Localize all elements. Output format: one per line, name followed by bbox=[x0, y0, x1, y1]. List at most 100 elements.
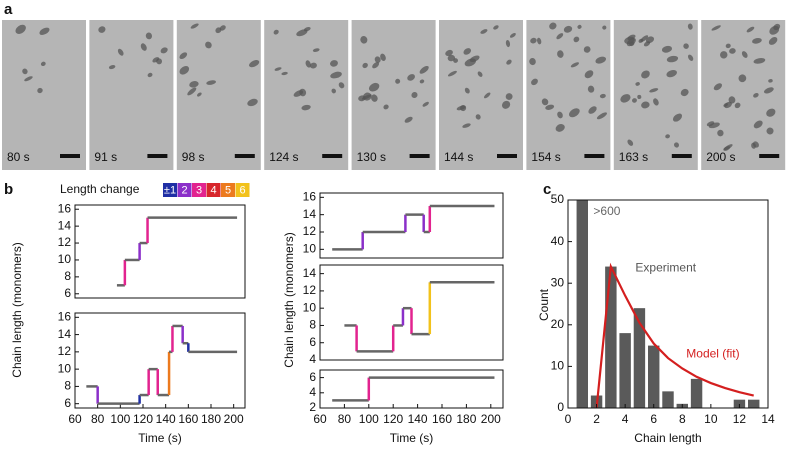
crystal bbox=[117, 48, 124, 56]
crystal bbox=[330, 71, 342, 79]
crystal bbox=[569, 108, 580, 118]
legend-label: ±1 bbox=[164, 184, 176, 196]
legend-label: 2 bbox=[181, 184, 187, 196]
crystal bbox=[24, 76, 33, 82]
crystal bbox=[152, 57, 160, 63]
scale-bar bbox=[759, 154, 780, 158]
y-tick-label: 6 bbox=[309, 335, 316, 349]
micrograph bbox=[264, 20, 349, 170]
crystal bbox=[309, 62, 317, 69]
legend-swatch bbox=[235, 183, 250, 197]
crystal bbox=[641, 101, 650, 109]
crystal bbox=[653, 98, 659, 106]
crystal bbox=[557, 111, 563, 119]
bar bbox=[576, 200, 588, 408]
plot-frame bbox=[319, 192, 504, 259]
x-tick-label: 10 bbox=[704, 412, 718, 426]
crystal bbox=[595, 56, 607, 64]
timestamp: 80 s bbox=[7, 150, 30, 164]
crystal bbox=[763, 87, 774, 94]
scale-bar bbox=[147, 154, 168, 158]
crystal bbox=[140, 43, 147, 51]
crystal bbox=[360, 36, 368, 44]
micrograph bbox=[2, 20, 86, 170]
legend-swatch bbox=[206, 183, 221, 197]
crystal bbox=[530, 37, 537, 44]
crystal bbox=[179, 66, 190, 75]
y-tick-label: 4 bbox=[309, 352, 316, 366]
micrograph bbox=[89, 20, 174, 170]
crystal bbox=[587, 85, 595, 93]
x-tick-label: 140 bbox=[408, 412, 428, 426]
crystal bbox=[419, 79, 425, 84]
x-tick-label: 12 bbox=[733, 412, 747, 426]
crystal bbox=[725, 43, 731, 49]
crystal bbox=[529, 57, 536, 66]
scale-bar bbox=[671, 154, 692, 158]
crystal bbox=[728, 96, 736, 104]
crystal bbox=[768, 79, 773, 83]
crystal bbox=[395, 78, 401, 84]
y-tick-label: 14 bbox=[303, 207, 317, 221]
y-axis-label: Chain length (monomers) bbox=[282, 232, 296, 367]
crystal bbox=[753, 120, 763, 129]
crystal bbox=[477, 71, 483, 77]
x-tick-label: 120 bbox=[133, 412, 153, 426]
bar bbox=[605, 266, 617, 408]
timestamp: 200 s bbox=[706, 150, 735, 164]
crystal bbox=[706, 121, 715, 127]
crystal bbox=[493, 25, 499, 30]
crystal bbox=[683, 43, 689, 49]
y-tick-label: 6 bbox=[309, 370, 316, 384]
x-tick-label: 160 bbox=[178, 412, 198, 426]
crystal bbox=[305, 60, 311, 68]
crystal bbox=[371, 94, 378, 102]
y-tick-label: 8 bbox=[64, 269, 71, 283]
crystal bbox=[602, 25, 607, 30]
crystal bbox=[197, 92, 202, 97]
scale-bar bbox=[497, 154, 517, 158]
crystal bbox=[599, 93, 606, 99]
crystal bbox=[556, 33, 564, 40]
crystal bbox=[374, 56, 381, 63]
y-tick-label: 16 bbox=[303, 190, 317, 204]
crystal bbox=[419, 65, 429, 74]
crystal bbox=[445, 49, 453, 57]
y-tick-label: 6 bbox=[64, 396, 71, 410]
x-tick-label: 60 bbox=[313, 412, 327, 426]
crystal bbox=[687, 23, 693, 30]
crystal bbox=[649, 88, 659, 93]
crystal bbox=[620, 94, 631, 103]
bar bbox=[690, 378, 703, 408]
crystal bbox=[383, 104, 389, 110]
crystal bbox=[273, 29, 279, 35]
crystal bbox=[588, 106, 597, 114]
crystal bbox=[753, 92, 759, 98]
crystal bbox=[483, 92, 491, 99]
crystal bbox=[584, 70, 594, 79]
crystal bbox=[505, 39, 511, 48]
model-curve bbox=[595, 262, 754, 408]
crystal bbox=[773, 23, 781, 31]
crystal bbox=[215, 27, 222, 34]
bar bbox=[648, 345, 660, 408]
micrograph bbox=[526, 20, 611, 170]
y-tick-label: 12 bbox=[58, 235, 72, 249]
legend-swatch bbox=[221, 183, 235, 197]
crystal bbox=[666, 55, 679, 63]
crystal bbox=[672, 113, 683, 122]
y-tick-label: 10 bbox=[58, 252, 72, 266]
crystal bbox=[627, 139, 634, 146]
x-axis-label: Time (s) bbox=[138, 431, 182, 445]
crystal bbox=[723, 103, 728, 107]
bar bbox=[662, 391, 674, 408]
x-tick-label: 180 bbox=[201, 412, 221, 426]
crystal bbox=[570, 62, 580, 68]
crystal bbox=[583, 46, 591, 53]
crystal bbox=[372, 62, 380, 69]
x-tick-label: 8 bbox=[679, 412, 686, 426]
scale-bar bbox=[409, 154, 430, 158]
crystal bbox=[462, 123, 471, 128]
y-tick-label: 14 bbox=[58, 327, 72, 341]
crystal bbox=[687, 54, 694, 61]
